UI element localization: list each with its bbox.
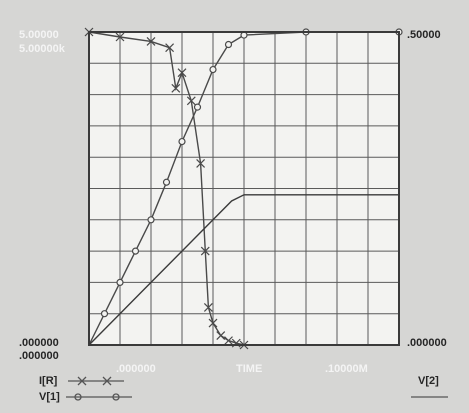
series-point-v1 bbox=[224, 40, 233, 49]
legend-label-v1: V[1] bbox=[39, 391, 60, 403]
series-point-v1 bbox=[193, 103, 202, 111]
x-tick-label-end: .10000M bbox=[325, 363, 368, 375]
legend-marker-ir bbox=[68, 376, 124, 386]
series-point-ir bbox=[146, 36, 156, 46]
series-point-ir bbox=[171, 83, 181, 93]
series-point-ir bbox=[208, 318, 218, 328]
series-point-v1 bbox=[131, 247, 140, 255]
series-point-ir bbox=[216, 331, 226, 341]
series-point-v1 bbox=[162, 178, 171, 186]
series-point-v1 bbox=[178, 137, 186, 146]
series-point-v1 bbox=[209, 65, 217, 74]
series-point-ir bbox=[200, 246, 210, 256]
x-tick-label-time: TIME bbox=[236, 363, 262, 375]
series-point-v1 bbox=[100, 310, 109, 318]
legend-marker-v1 bbox=[66, 393, 132, 401]
series-point-ir bbox=[196, 159, 206, 168]
right-axis-bottom-label: .000000 bbox=[407, 337, 447, 349]
left-axis-bottom-label-2: .000000 bbox=[19, 350, 59, 362]
legend-left: I[R] V[1] bbox=[39, 375, 132, 403]
left-axis-top-label-2: 5.00000k bbox=[19, 43, 66, 55]
series-layer bbox=[84, 27, 403, 350]
legend-right: V[2] bbox=[411, 375, 448, 398]
right-axis-top-label: .50000 bbox=[407, 29, 441, 41]
series-point-ir bbox=[115, 32, 125, 42]
left-axis-bottom-label-1: .000000 bbox=[19, 337, 59, 349]
left-axis-top-label-1: 5.00000 bbox=[19, 29, 59, 41]
grid-lines bbox=[89, 32, 399, 345]
series-line-v2 bbox=[88, 194, 399, 346]
series-point-ir bbox=[165, 43, 175, 53]
series-point-ir bbox=[186, 96, 196, 106]
series-point-v1 bbox=[147, 216, 155, 224]
series-point-v1 bbox=[240, 31, 248, 39]
series-point-ir bbox=[203, 303, 213, 312]
legend-label-ir: I[R] bbox=[39, 375, 58, 387]
series-point-ir bbox=[224, 336, 233, 346]
series-point-ir bbox=[177, 68, 187, 78]
x-tick-label-start: .000000 bbox=[116, 363, 156, 375]
series-point-v1 bbox=[116, 278, 124, 286]
legend-label-v2: V[2] bbox=[418, 375, 439, 387]
plot-frame bbox=[88, 31, 400, 346]
